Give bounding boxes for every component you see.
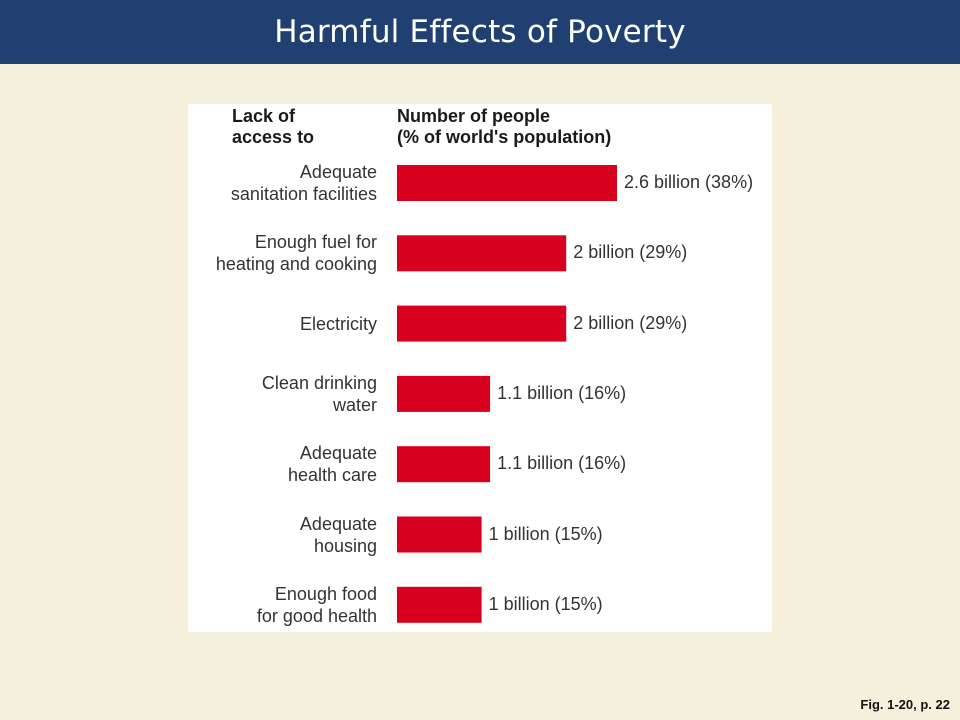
data-label-4: 1.1 billion (16%) bbox=[497, 453, 627, 474]
value-column-header: Number of people (% of world's populatio… bbox=[397, 106, 612, 147]
data-label-1: 2 billion (29%) bbox=[573, 242, 688, 263]
category-label-5: Adequate housing bbox=[299, 513, 377, 556]
category-label-0: Adequate sanitation facilities bbox=[230, 162, 377, 204]
category-column-header: Lack of access to bbox=[232, 106, 315, 147]
category-label-3: Clean drinking water bbox=[261, 372, 377, 415]
data-label-3: 1.1 billion (16%) bbox=[497, 382, 627, 403]
figure-caption: Fig. 1-20, p. 22 bbox=[860, 697, 950, 712]
data-label-2: 2 billion (29%) bbox=[573, 312, 688, 333]
data-label-0: 2.6 billion (38%) bbox=[624, 172, 754, 192]
bar-0 bbox=[397, 165, 617, 201]
bar-4 bbox=[397, 446, 491, 483]
bar-6 bbox=[397, 586, 482, 623]
slide-header: Harmful Effects of Poverty bbox=[0, 0, 960, 64]
data-label-5: 1 billion (15%) bbox=[488, 523, 603, 544]
bar-5 bbox=[397, 516, 482, 553]
bar-1 bbox=[397, 235, 567, 272]
category-label-2: Electricity bbox=[299, 313, 377, 334]
chart-panel: Lack of access to Number of people (% of… bbox=[188, 104, 772, 632]
bar-2 bbox=[397, 305, 567, 342]
category-label-4: Adequate health care bbox=[287, 443, 377, 486]
slide-title: Harmful Effects of Poverty bbox=[274, 14, 686, 50]
bar-chart bbox=[397, 165, 617, 623]
category-label-1: Enough fuel for heating and cooking bbox=[215, 232, 377, 275]
category-label-6: Enough food for good health bbox=[256, 583, 377, 626]
bar-3 bbox=[397, 375, 491, 412]
data-label-6: 1 billion (15%) bbox=[488, 593, 603, 614]
